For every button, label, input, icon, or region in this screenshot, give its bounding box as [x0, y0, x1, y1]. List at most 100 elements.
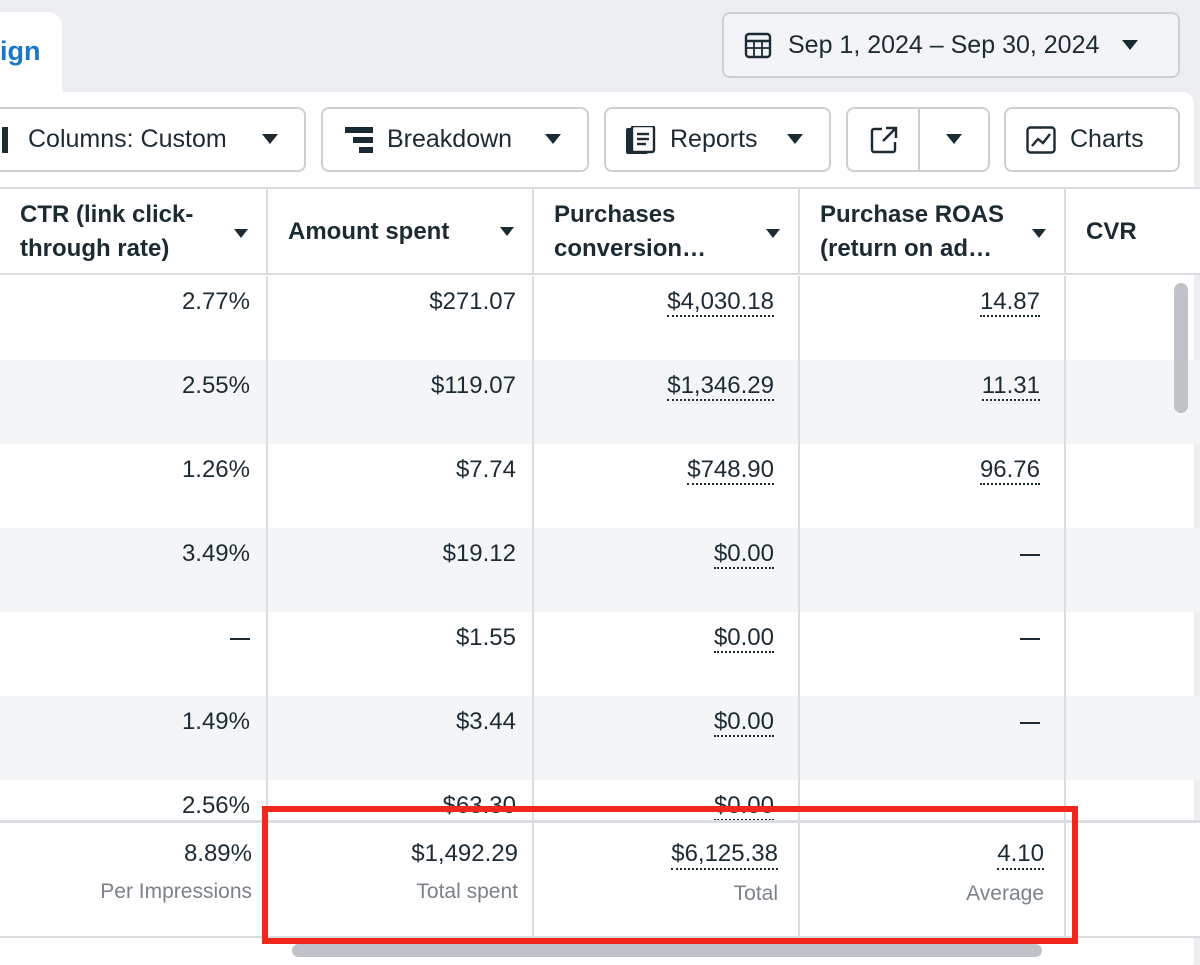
ctr-value: 3.49% [181, 540, 250, 567]
total-spent-label: Total spent [416, 880, 518, 903]
empty-value-dash [1020, 553, 1040, 556]
caret-down-icon[interactable] [234, 229, 248, 238]
roas-cell: 96.76 [800, 444, 1066, 528]
purchases-value[interactable]: $0.00 [713, 624, 774, 653]
table-row[interactable]: 1.26% $7.74 $748.90 96.76 [0, 444, 1200, 528]
ctr-cell: 1.26% [0, 444, 268, 528]
table-header: CTR (link click-through rate) Amount spe… [0, 187, 1200, 275]
table-row[interactable]: 2.55% $119.07 $1,346.29 11.31 [0, 360, 1200, 444]
caret-down-icon[interactable] [946, 134, 962, 144]
column-header-roas[interactable]: Purchase ROAS (return on ad… [800, 189, 1066, 275]
column-header-purchases-line2: conversion… [554, 235, 707, 262]
amount-spent-cell: $1.55 [268, 612, 534, 696]
cvr-cell [1066, 528, 1200, 612]
column-header-ctr-line2: through rate) [20, 235, 170, 262]
caret-down-icon [545, 134, 561, 144]
column-header-ctr[interactable]: CTR (link click-through rate) [0, 189, 268, 275]
amount-spent-cell: $3.44 [268, 696, 534, 780]
caret-down-icon [262, 134, 278, 144]
charts-label: Charts [1070, 125, 1144, 153]
caret-down-icon[interactable] [500, 227, 514, 236]
amount-spent-cell: $119.07 [268, 360, 534, 444]
columns-icon [2, 126, 8, 153]
export-split-button[interactable] [846, 107, 990, 172]
caret-down-icon [787, 134, 803, 144]
purchases-value[interactable]: $0.00 [713, 708, 774, 737]
total-roas-cell: 4.10 Average [800, 823, 1066, 938]
empty-value-dash [230, 637, 250, 640]
roas-cell [800, 528, 1066, 612]
ctr-cell: 3.49% [0, 528, 268, 612]
cvr-cell [1066, 444, 1200, 528]
ctr-cell: 2.77% [0, 276, 268, 360]
roas-value[interactable]: 96.76 [979, 456, 1040, 485]
purchases-value[interactable]: $0.00 [713, 792, 774, 821]
ctr-cell [0, 612, 268, 696]
total-purchases-label: Total [733, 882, 778, 905]
amount-spent-value: $3.44 [455, 708, 516, 735]
column-header-ctr-line1: CTR (link click- [20, 201, 194, 228]
total-ctr-value: 8.89% [183, 840, 252, 867]
purchases-cell: $748.90 [534, 444, 800, 528]
amount-spent-value: $271.07 [429, 288, 516, 315]
purchases-cell: $1,346.29 [534, 360, 800, 444]
table-row[interactable]: $1.55 $0.00 [0, 612, 1200, 696]
total-purchases-value[interactable]: $6,125.38 [671, 840, 778, 870]
calendar-icon [744, 32, 772, 59]
columns-label: Columns: Custom [28, 125, 227, 153]
breakdown-button[interactable]: Breakdown [321, 107, 589, 172]
charts-icon [1026, 125, 1056, 154]
caret-down-icon[interactable] [1032, 229, 1046, 238]
reports-label: Reports [670, 125, 758, 153]
reports-button[interactable]: Reports [604, 107, 831, 172]
ctr-value: 1.49% [181, 708, 250, 735]
roas-cell: 11.31 [800, 360, 1066, 444]
total-spent-cell: $1,492.29 Total spent [268, 823, 534, 938]
empty-value-dash [1020, 637, 1040, 640]
ctr-value: 1.26% [181, 456, 250, 483]
charts-button[interactable]: Charts [1004, 107, 1180, 172]
amount-spent-value: $7.74 [455, 456, 516, 483]
ctr-value: 2.56% [181, 792, 250, 819]
total-roas-value[interactable]: 4.10 [997, 840, 1044, 870]
tab-campaign-label[interactable]: ign [0, 36, 41, 66]
caret-down-icon[interactable] [766, 229, 780, 238]
amount-spent-value: $19.12 [442, 540, 516, 567]
roas-cell: 14.87 [800, 276, 1066, 360]
column-header-amount-spent[interactable]: Amount spent [268, 189, 534, 275]
purchases-value[interactable]: $4,030.18 [667, 288, 774, 317]
columns-button[interactable]: Columns: Custom [0, 107, 306, 172]
amount-spent-value: $119.07 [431, 372, 516, 399]
column-header-cvr[interactable]: CVR [1066, 189, 1200, 275]
purchases-value[interactable]: $1,346.29 [667, 372, 774, 401]
column-header-cvr-label: CVR [1086, 218, 1137, 245]
purchases-cell: $0.00 [534, 612, 800, 696]
table-row[interactable]: 2.77% $271.07 $4,030.18 14.87 [0, 276, 1200, 360]
date-range-picker[interactable]: Sep 1, 2024 – Sep 30, 2024 [722, 12, 1180, 78]
roas-cell [800, 696, 1066, 780]
purchases-cell: $0.00 [534, 696, 800, 780]
breakdown-icon [345, 126, 373, 153]
purchases-value[interactable]: $0.00 [713, 540, 774, 569]
purchases-value[interactable]: $748.90 [687, 456, 774, 485]
column-header-roas-line1: Purchase ROAS [820, 201, 1005, 228]
column-header-roas-line2: (return on ad… [820, 235, 992, 262]
empty-value-dash [1020, 721, 1040, 724]
export-icon[interactable] [870, 126, 898, 154]
amount-spent-cell: $271.07 [268, 276, 534, 360]
column-header-purchases[interactable]: Purchases conversion… [534, 189, 800, 275]
vertical-scrollbar[interactable] [1174, 283, 1188, 413]
total-roas-label: Average [966, 882, 1044, 905]
table-row[interactable]: 3.49% $19.12 $0.00 [0, 528, 1200, 612]
cvr-cell [1066, 696, 1200, 780]
ctr-value: 2.77% [181, 288, 250, 315]
horizontal-scrollbar[interactable] [292, 944, 1042, 957]
caret-down-icon [1122, 40, 1138, 50]
roas-cell [800, 612, 1066, 696]
date-range-label: Sep 1, 2024 – Sep 30, 2024 [788, 30, 1100, 59]
table-row[interactable]: 1.49% $3.44 $0.00 [0, 696, 1200, 780]
roas-value[interactable]: 14.87 [979, 288, 1040, 317]
reports-icon [626, 125, 656, 154]
roas-value[interactable]: 11.31 [981, 372, 1040, 401]
campaign-tab[interactable] [0, 12, 62, 94]
